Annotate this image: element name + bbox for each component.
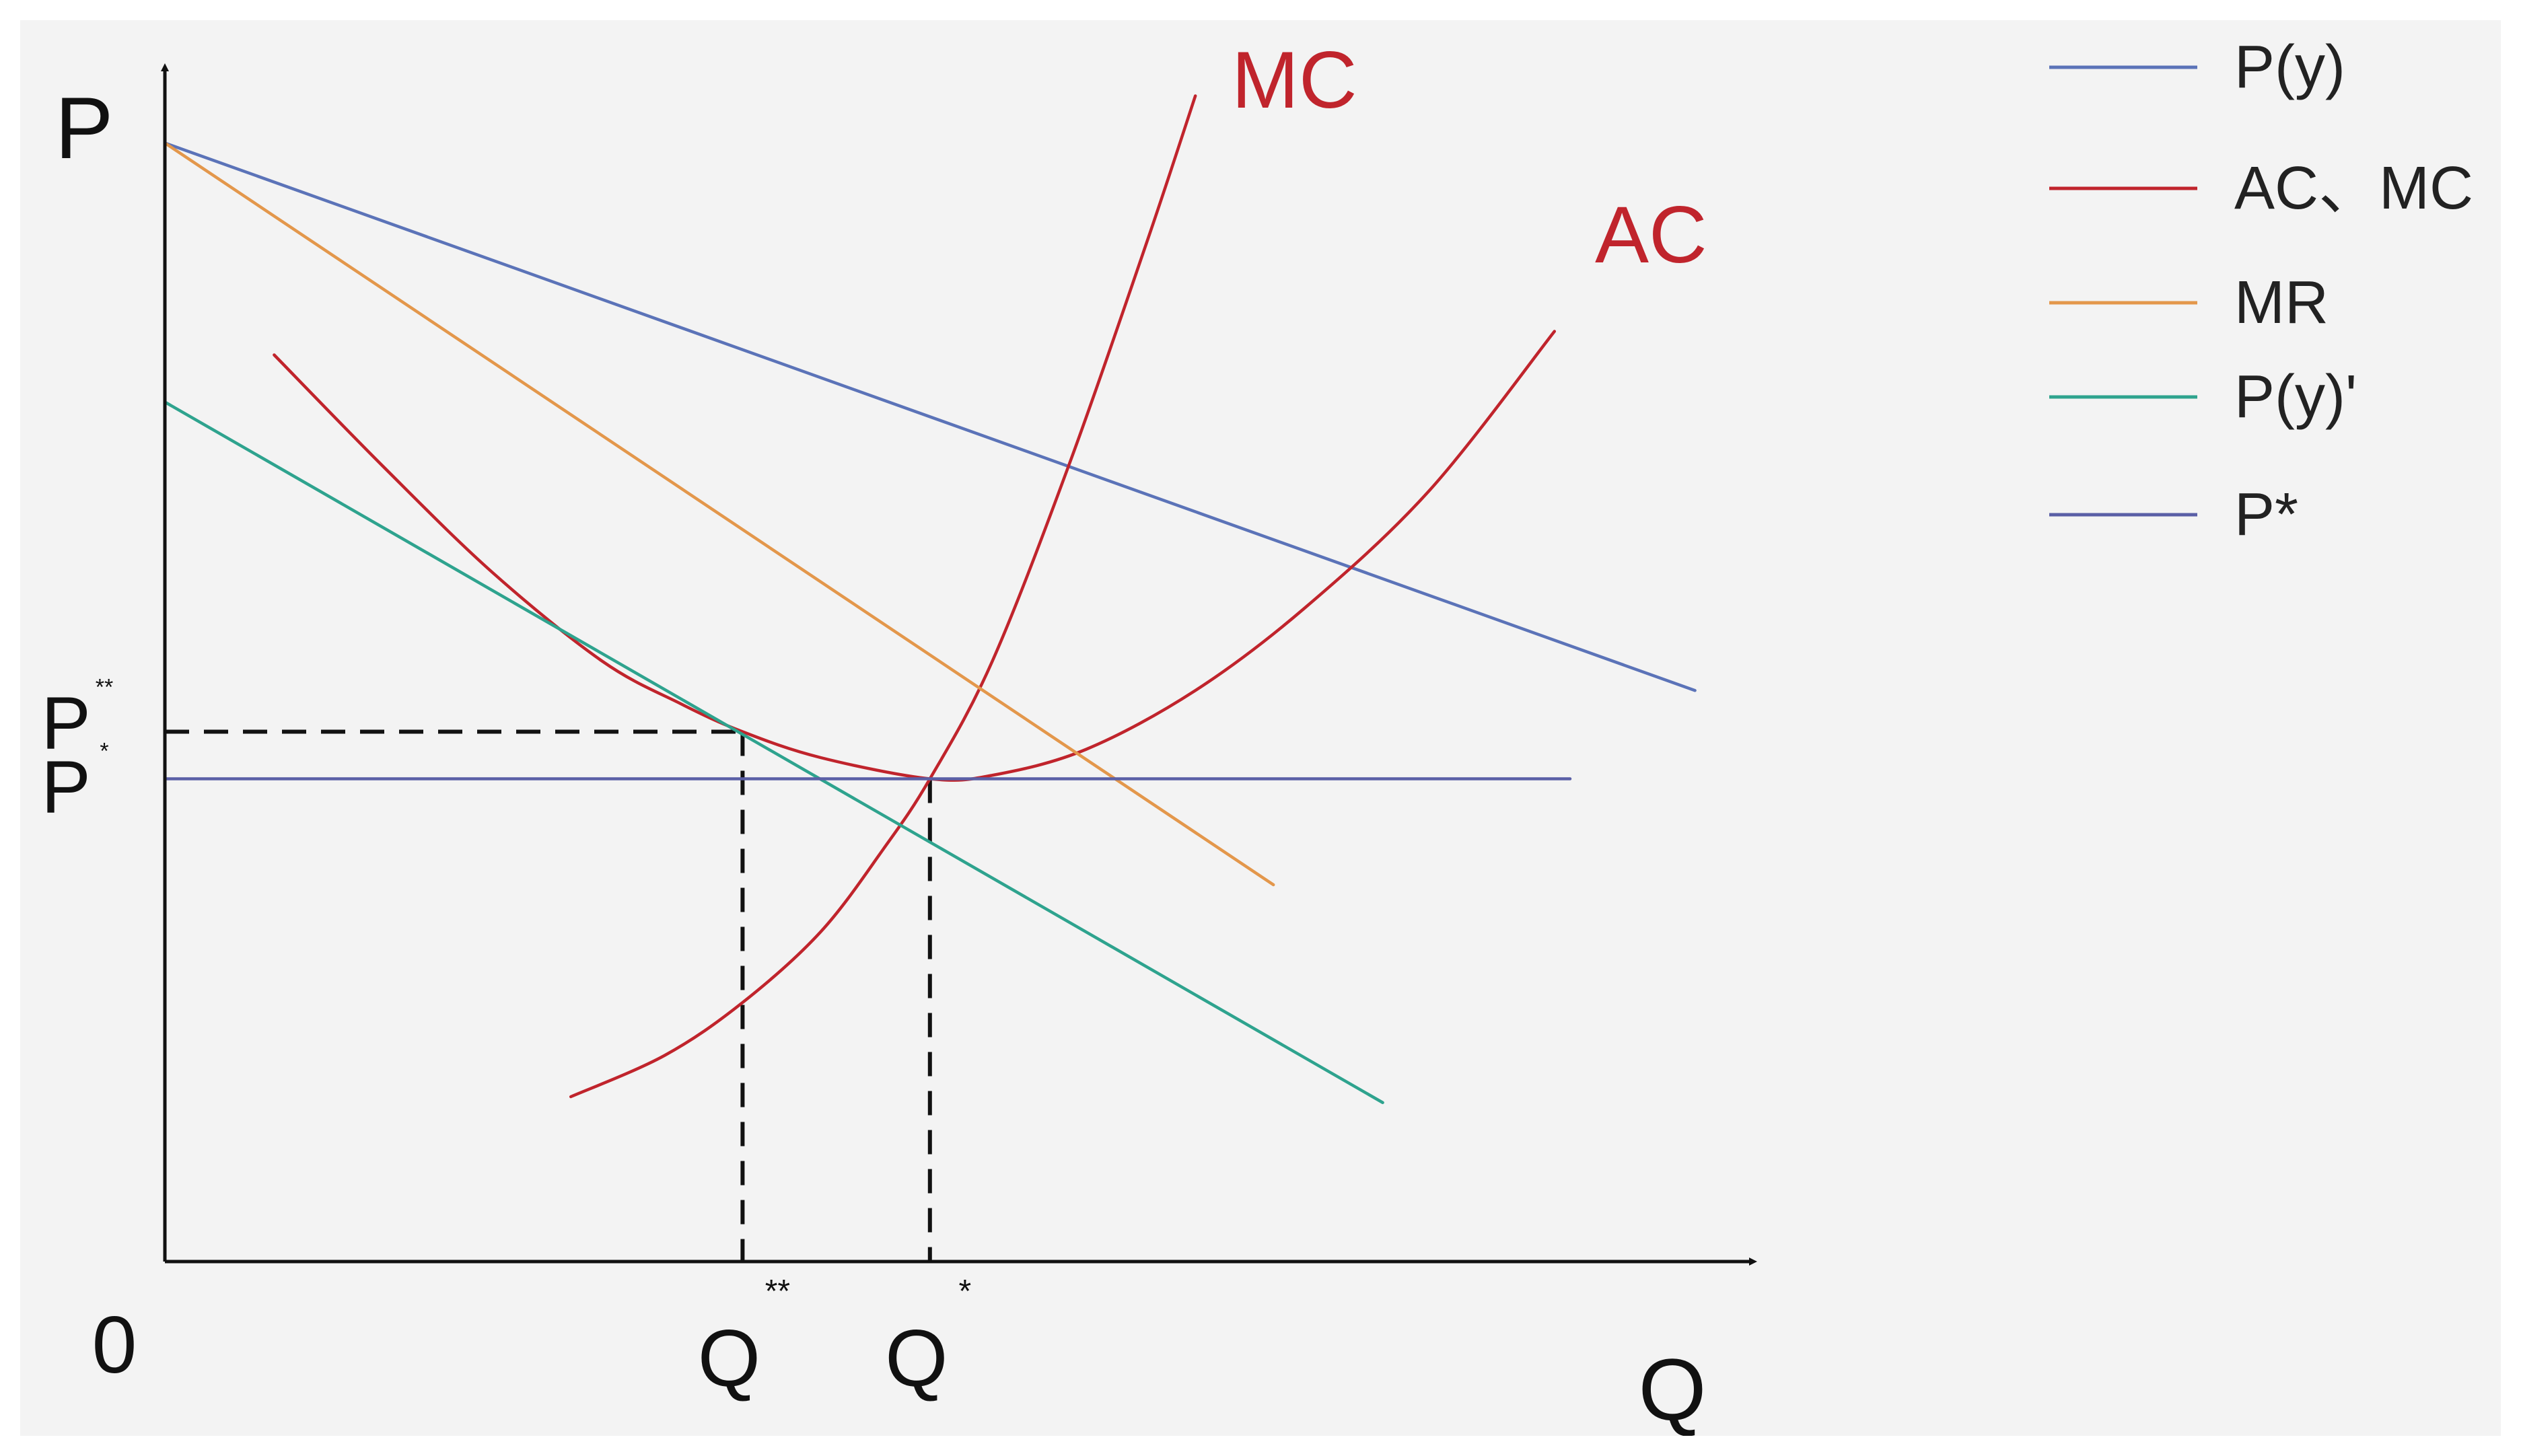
y-tick-sup-p-star-star: ** [96,675,113,700]
legend-label-ac-mc: AC、MC [2234,155,2473,222]
legend-item-p-y: P(y) [2049,34,2345,101]
y-tick-label-p-star-star: P [41,682,90,765]
y-tick-sup-p-star: * [100,739,108,764]
legend-label-p-y: P(y)' [2234,363,2357,431]
series-line-p-y [163,141,1697,692]
legend-label-p: P* [2234,481,2298,548]
x-tick-label-q-star-star: Q [698,1313,760,1404]
x-tick-sup-q-star: * [958,1274,971,1309]
legend-label-p-y: P(y) [2234,34,2345,101]
chart-panel: P Q 0 Q ** Q * P ** P * AC MC P(y) AC、MC MR P(y)' P* [20,20,2501,1436]
x-tick-sup-q-star-star: ** [765,1274,790,1309]
x-tick-label-q-star: Q [885,1313,948,1404]
y-tick-label-p-star: P [41,746,90,829]
origin-label: 0 [92,1300,137,1390]
series-line-mc [569,94,1197,1099]
series-line-ac [273,330,1557,782]
series-line-mr [163,141,1275,887]
legend-item-p-y: P(y)' [2049,363,2357,431]
x-axis-label: Q [1638,1340,1706,1436]
legend-item-mr: MR [2049,269,2329,336]
legend-item-ac-mc: AC、MC [2049,155,2473,222]
curve-label-mc: MC [1232,35,1357,125]
legend-label-mr: MR [2234,269,2329,336]
legend-item-p: P* [2049,481,2298,548]
y-axis-label: P [55,79,114,177]
series-line-p-y [163,400,1384,1104]
curve-label-ac: AC [1595,190,1707,280]
